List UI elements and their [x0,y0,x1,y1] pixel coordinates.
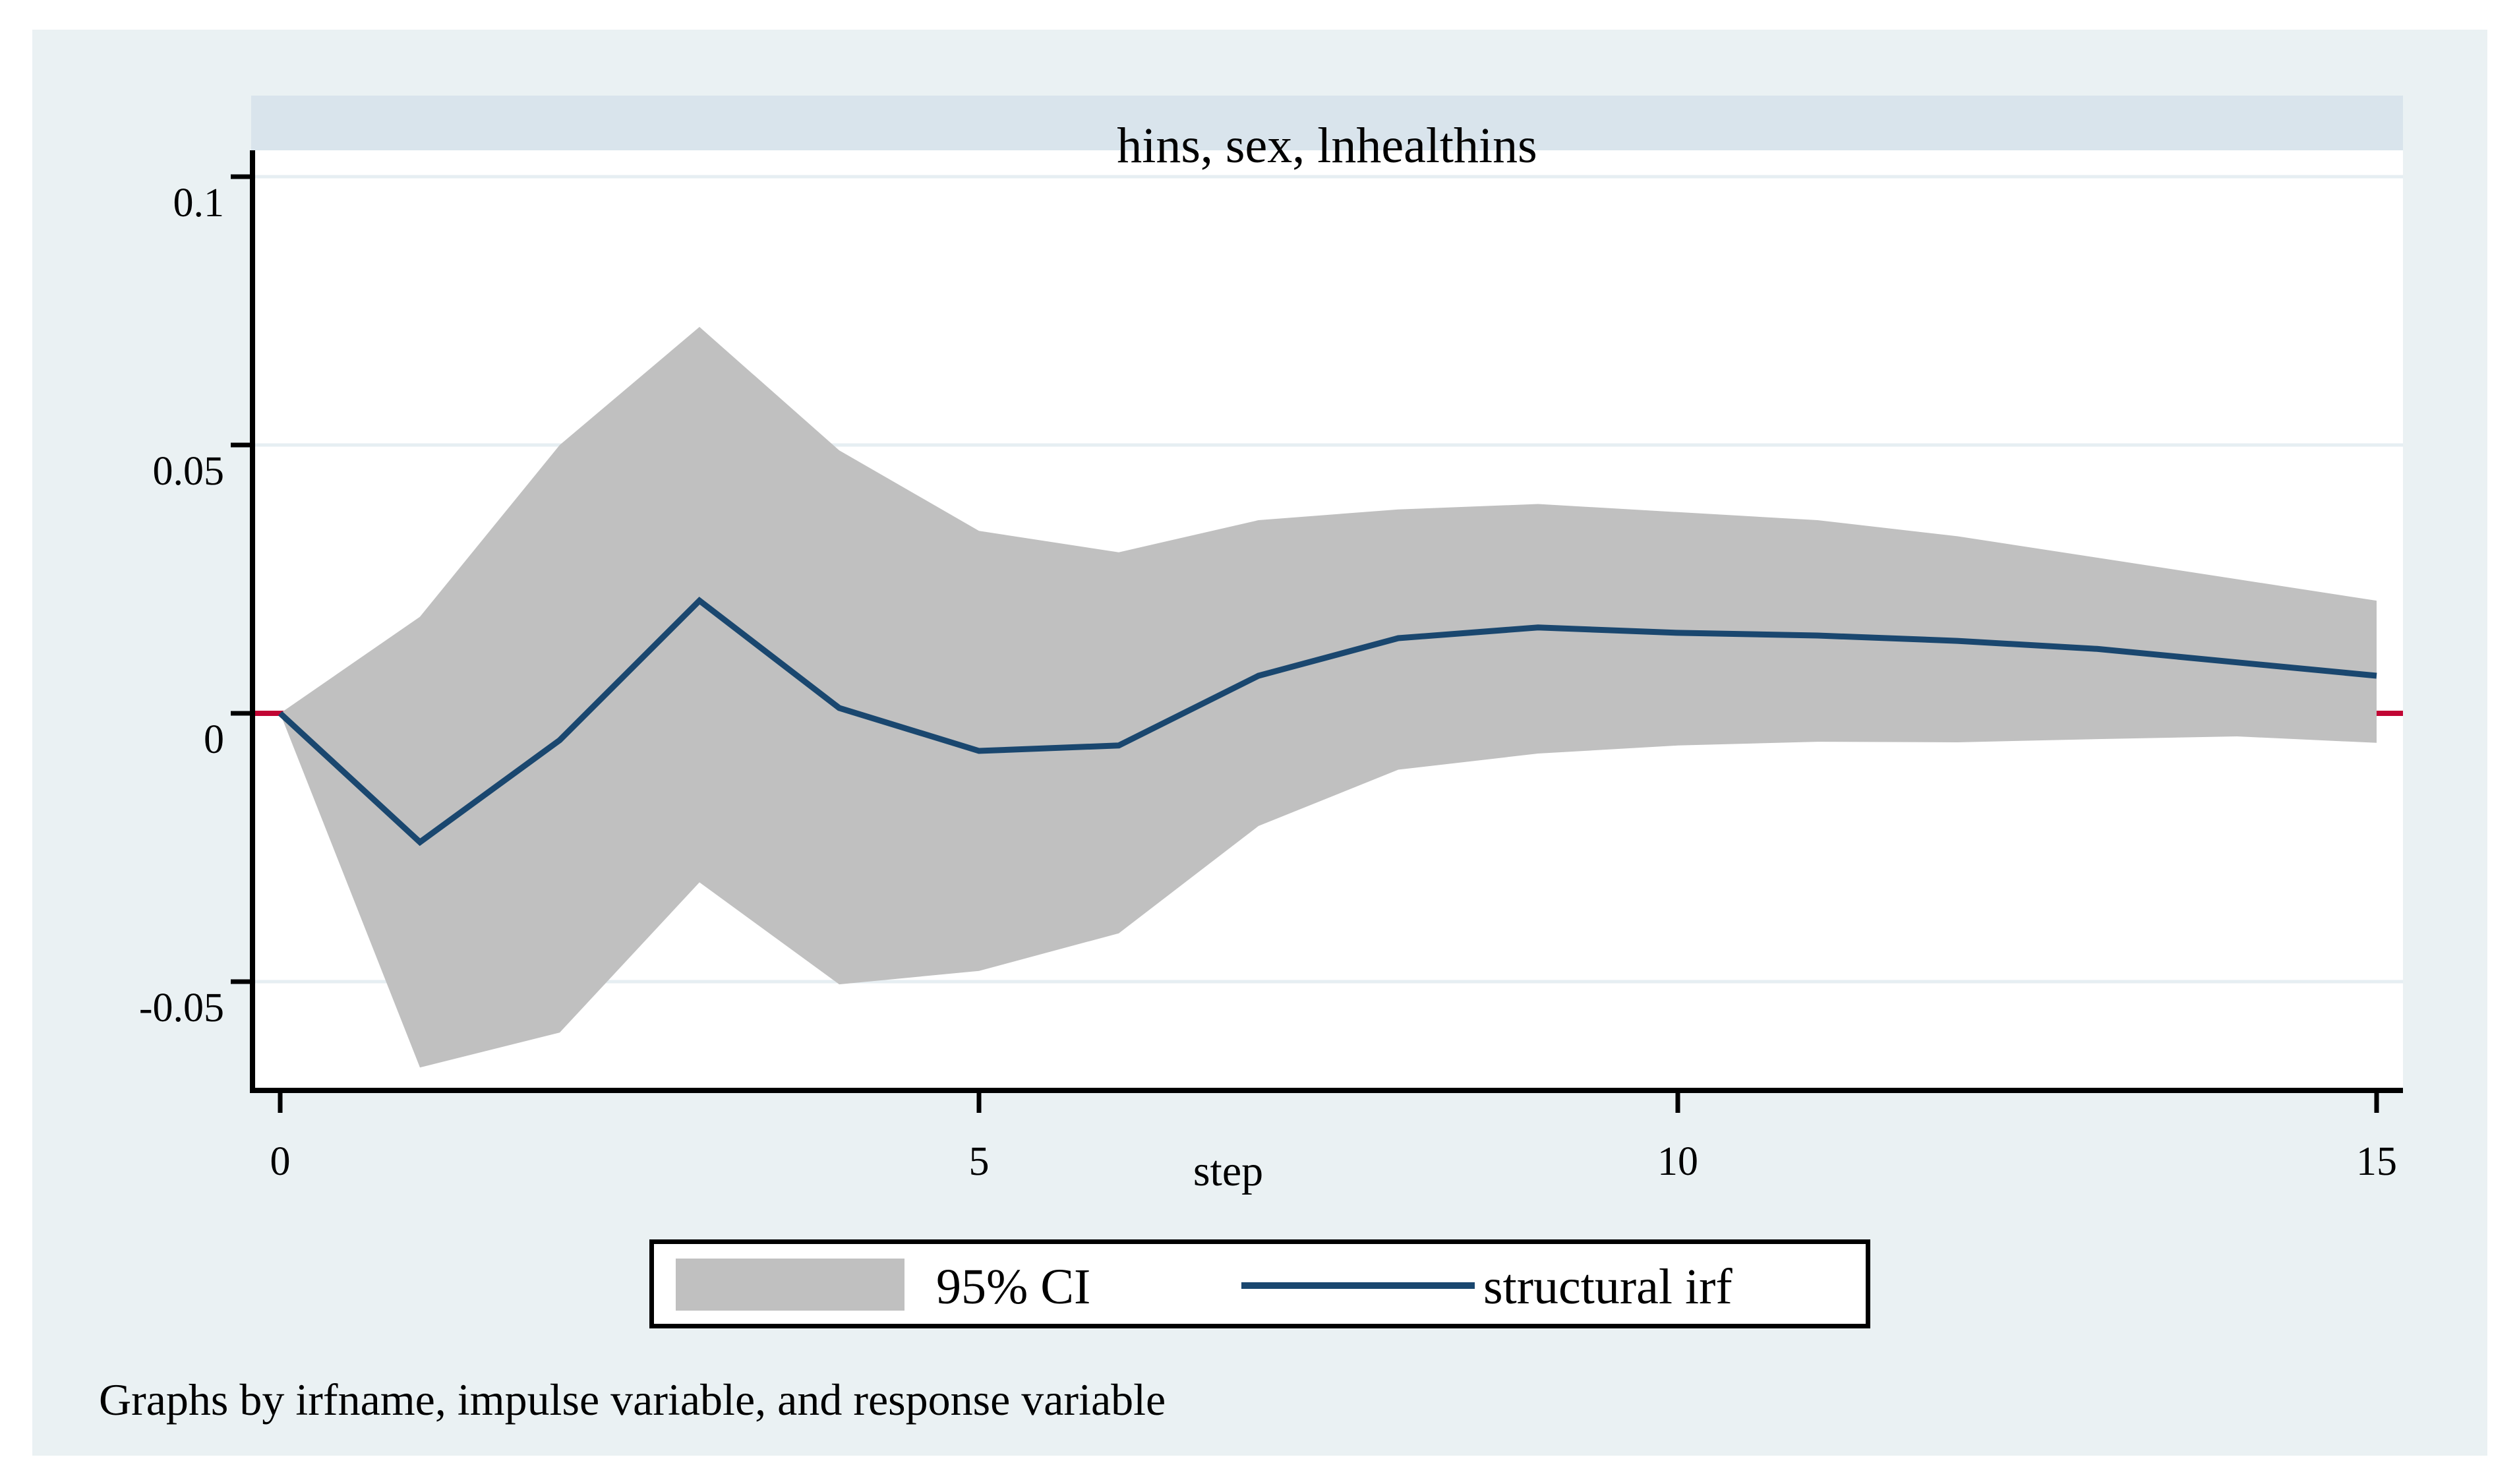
x-tick-label-10: 10 [1657,1139,1698,1184]
x-axis-title: step [1193,1147,1264,1195]
axis-ticks [231,174,2379,1113]
y-tick-label-0: 0 [204,717,224,762]
y-tick-label-0.1: 0.1 [173,181,225,225]
legend-ci-swatch-icon [676,1259,904,1311]
x-tick-label-5: 5 [968,1139,990,1184]
panel-title-band [251,96,2403,151]
legend: 95% CI structural irf [649,1239,1870,1328]
legend-irf-line-icon [1241,1282,1475,1289]
graph-note: Graphs by irfname, impulse variable, and… [99,1375,1166,1425]
x-tick-label-0: 0 [270,1139,291,1184]
structural-irf-line [278,597,2377,846]
x-tick-label-15: 15 [2356,1139,2397,1184]
y-tick-label--0.05: -0.05 [138,986,224,1030]
ci-band [280,326,2377,1068]
legend-ci-label: 95% CI [936,1259,1091,1315]
legend-irf-label: structural irf [1483,1259,1733,1315]
y-tick-label-0.05: 0.05 [152,449,225,494]
panel-title: hins, sex, lnhealthins [1117,118,1537,173]
